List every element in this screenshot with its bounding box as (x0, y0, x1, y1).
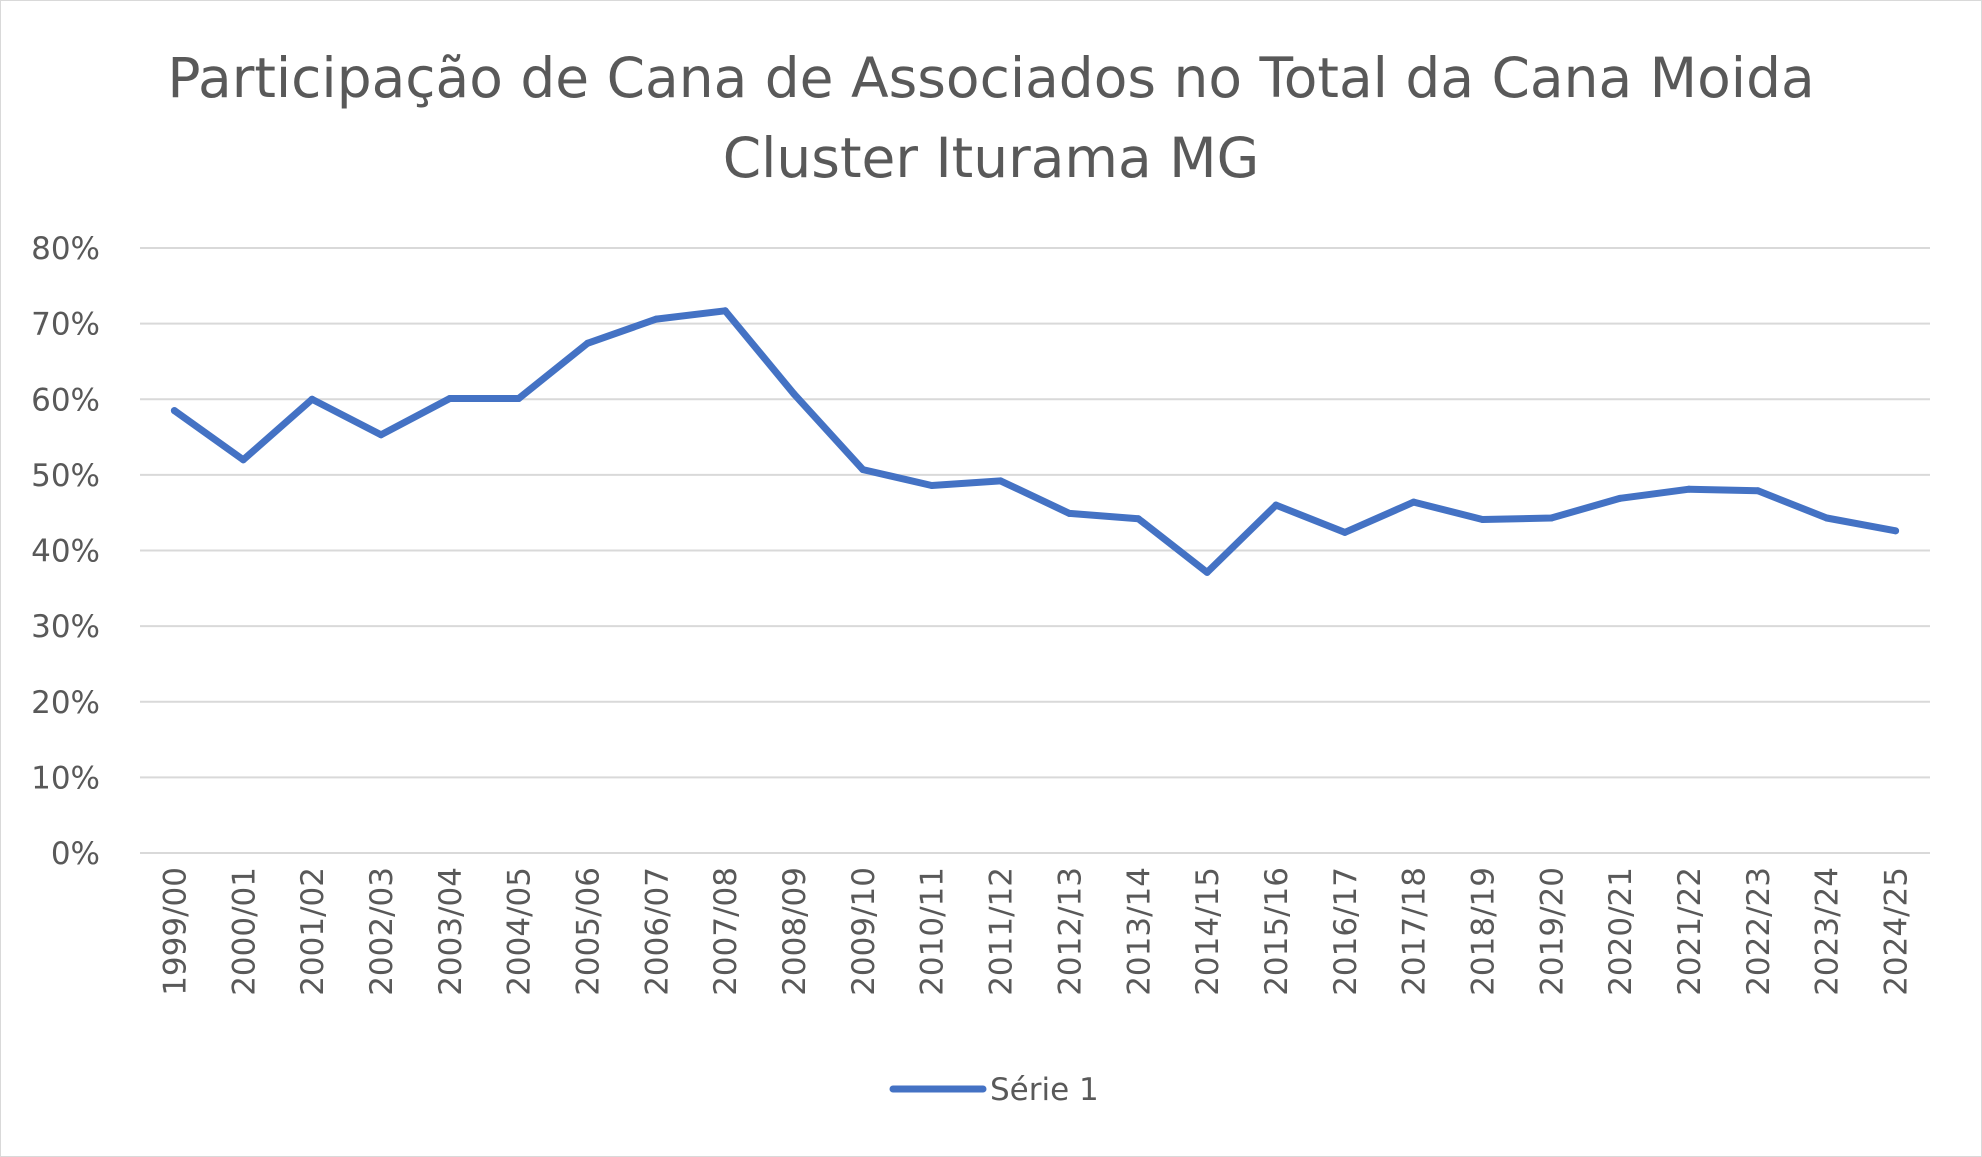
data-point[interactable] (1272, 501, 1280, 509)
x-tick-label: 2006/07 (639, 867, 675, 996)
data-point[interactable] (1616, 494, 1624, 502)
x-axis-ticks: 1999/00 2000/01 2001/02 2002/03 2003/04 2004/… (157, 867, 1914, 996)
y-tick-label: 10% (31, 760, 100, 796)
x-tick-label: 2001/02 (295, 867, 331, 996)
data-point[interactable] (790, 390, 798, 398)
data-point[interactable] (721, 307, 729, 315)
x-tick-label: 2018/19 (1466, 867, 1502, 996)
x-tick-label: 2024/25 (1879, 867, 1915, 996)
x-tick-label: 2011/12 (984, 867, 1020, 996)
x-tick-label: 2003/04 (433, 867, 469, 996)
data-point[interactable] (1479, 515, 1486, 523)
x-tick-label: 2019/20 (1534, 867, 1570, 996)
legend[interactable]: Série 1 (889, 1072, 1099, 1108)
x-tick-label: 2013/14 (1121, 867, 1157, 996)
x-tick-label: 1999/00 (157, 867, 193, 996)
x-tick-label: 2015/16 (1259, 867, 1295, 996)
data-point[interactable] (1410, 498, 1418, 506)
data-point[interactable] (1685, 485, 1693, 493)
data-point[interactable] (997, 477, 1005, 485)
x-tick-label: 2007/08 (708, 867, 744, 996)
data-point[interactable] (1754, 487, 1762, 495)
x-tick-label: 2012/13 (1052, 867, 1088, 996)
y-tick-label: 20% (31, 685, 100, 721)
x-tick-label: 2022/23 (1741, 867, 1777, 996)
x-tick-label: 2002/03 (364, 867, 400, 996)
y-tick-label: 60% (31, 382, 100, 418)
x-tick-label: 2020/21 (1603, 867, 1639, 996)
data-point[interactable] (1341, 528, 1349, 536)
y-axis-ticks: 0% 10% 20% 30% 40% 50% 60% 70% 80% (31, 231, 100, 872)
data-point[interactable] (1892, 527, 1900, 535)
data-point[interactable] (239, 456, 247, 464)
data-point[interactable] (308, 395, 316, 403)
y-tick-label: 50% (31, 458, 100, 494)
y-tick-label: 80% (31, 231, 100, 267)
series-line[interactable] (170, 307, 1900, 576)
legend-label: Série 1 (990, 1072, 1099, 1108)
data-point[interactable] (928, 481, 936, 489)
gridlines (140, 247, 1930, 854)
data-point[interactable] (1134, 515, 1142, 523)
data-point[interactable] (446, 394, 454, 402)
y-tick-label: 0% (51, 836, 100, 872)
x-tick-label: 2005/06 (571, 867, 607, 996)
x-tick-label: 2023/24 (1810, 867, 1846, 996)
x-tick-label: 2008/09 (777, 867, 813, 996)
data-point[interactable] (1547, 514, 1555, 522)
x-tick-label: 2017/18 (1397, 867, 1433, 996)
x-tick-label: 2010/11 (915, 867, 951, 996)
data-point[interactable] (170, 407, 178, 415)
x-tick-label: 2021/22 (1672, 867, 1708, 996)
x-tick-label: 2009/10 (846, 867, 882, 996)
data-point[interactable] (652, 315, 660, 323)
data-point[interactable] (377, 431, 385, 439)
x-tick-label: 2000/01 (226, 867, 262, 996)
x-tick-label: 2004/05 (502, 867, 538, 996)
data-point[interactable] (859, 466, 867, 474)
y-tick-label: 30% (31, 609, 100, 645)
y-tick-label: 40% (31, 534, 100, 570)
chart-title: Participação de Cana de Associados no To… (0, 38, 1982, 198)
series-layer (170, 307, 1900, 576)
data-point[interactable] (1065, 509, 1073, 517)
x-tick-label: 2016/17 (1328, 867, 1364, 996)
y-tick-label: 70% (31, 307, 100, 343)
chart-title-line: Participação de Cana de Associados no To… (167, 46, 1815, 110)
data-point[interactable] (1203, 568, 1211, 576)
x-tick-label: 2014/15 (1190, 867, 1226, 996)
data-point[interactable] (1823, 514, 1831, 522)
chart-subtitle-line: Cluster Iturama MG (722, 126, 1260, 190)
data-point[interactable] (515, 394, 523, 402)
data-point[interactable] (584, 339, 591, 347)
